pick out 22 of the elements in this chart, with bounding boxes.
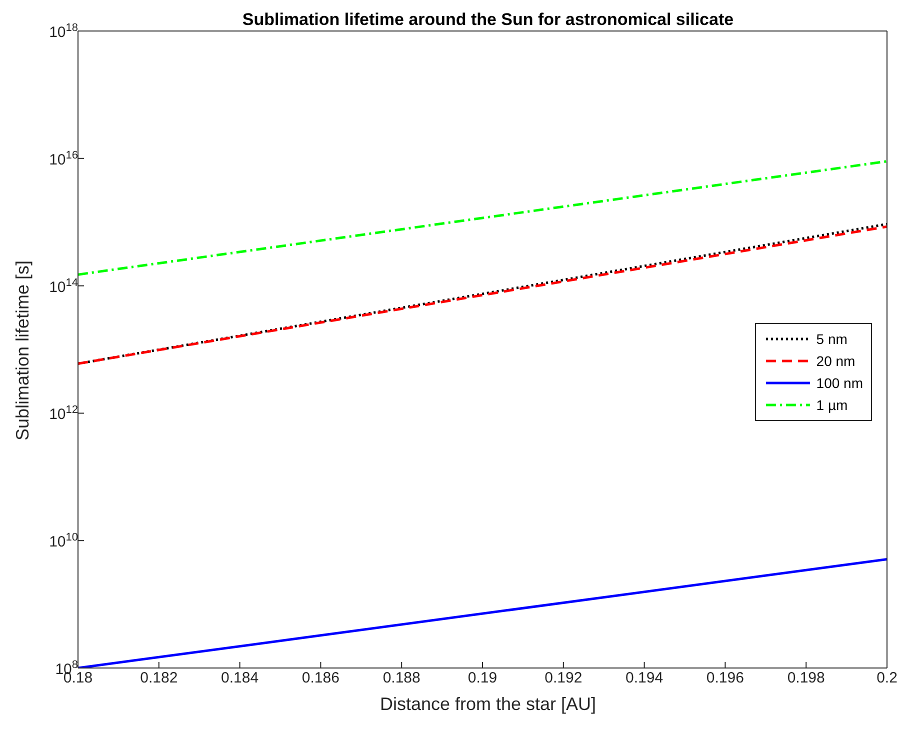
- x-tick-label: 0.186: [302, 670, 340, 687]
- legend-label: 20 nm: [816, 353, 856, 369]
- y-tick-label: 10$^{14}$: [49, 276, 78, 296]
- x-tick-label: 0.192: [544, 670, 582, 687]
- legend-label: 5 nm: [816, 331, 848, 347]
- y-tick-label: 10$^{10}$: [49, 532, 78, 551]
- x-tick-label: 0.19: [468, 670, 498, 687]
- y-tick-label: 10$^{16}$: [49, 149, 78, 168]
- x-tick-label: 0.198: [787, 670, 825, 687]
- x-tick-label: 0.184: [221, 670, 259, 687]
- x-tick-label: 0.188: [382, 670, 420, 687]
- y-tick-label: 10$^{18}$: [49, 22, 78, 41]
- x-tick-label: 0.182: [140, 670, 178, 687]
- legend-label: 1 µm: [816, 397, 848, 413]
- x-tick-label: 0.2: [876, 670, 898, 687]
- chart-title: Sublimation lifetime around the Sun for astronomical silicate: [241, 10, 735, 30]
- x-axis-title: Distance from the star [AU]: [378, 694, 598, 715]
- x-tick-label: 0.194: [626, 670, 664, 687]
- legend-label: 100 nm: [816, 375, 863, 391]
- y-axis-title: Sublimation lifetime [s]: [12, 260, 34, 440]
- x-tick-label: 0.196: [706, 670, 744, 687]
- y-tick-label: 10$^{12}$: [49, 404, 78, 424]
